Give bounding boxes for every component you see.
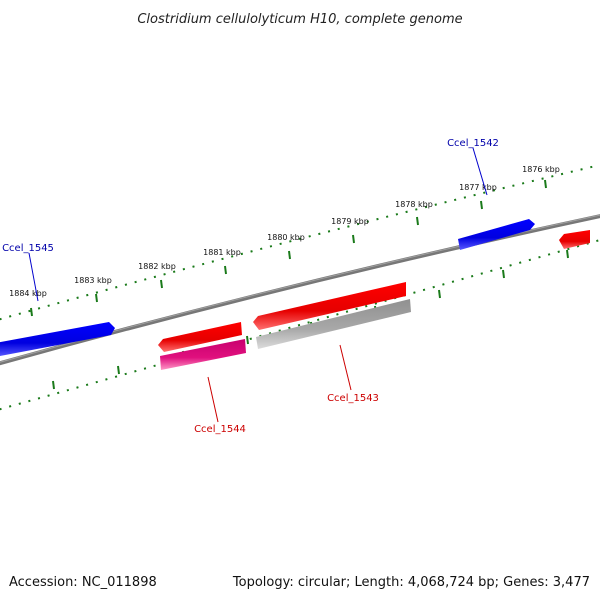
tick-label: 1878 kbp [395, 200, 433, 209]
genome-backbone [0, 214, 600, 366]
tick-label: 1877 kbp [459, 183, 497, 192]
tick-label: 1881 kbp [203, 248, 241, 257]
outer-major-ticks [30, 179, 547, 317]
accession-text: Accession: NC_011898 [9, 575, 157, 590]
gene-ccel-1544-feature[interactable] [160, 339, 246, 370]
gene-ccel-1544[interactable] [158, 322, 242, 352]
gene-ccel-1542[interactable] [458, 219, 535, 250]
leader-line-ccel-1544 [207, 376, 219, 423]
tick-label: 1882 kbp [138, 262, 176, 271]
outer-scale-dots [0, 164, 600, 321]
tick-label: 1883 kbp [74, 276, 112, 285]
tick-label: 1884 kbp [9, 289, 47, 298]
gene-label-ccel-1544: Ccel_1544 [194, 424, 246, 435]
map-title: Clostridium cellulolyticum H10, complete… [137, 12, 462, 27]
scale-tick-labels: 1876 kbp 1877 kbp 1878 kbp 1879 kbp 1880… [9, 165, 560, 298]
leader-line-ccel-1543 [339, 344, 352, 391]
tick-label: 1880 kbp [267, 233, 305, 242]
gene-feature-right-edge[interactable] [559, 230, 590, 249]
gene-label-ccel-1542: Ccel_1542 [447, 138, 499, 149]
tick-label: 1876 kbp [522, 165, 560, 174]
gene-ccel-1543-feature[interactable] [256, 299, 411, 349]
leader-line-ccel-1545 [28, 252, 39, 302]
gene-ccel-1545[interactable] [0, 322, 115, 357]
tick-label: 1879 kbp [331, 217, 369, 226]
genome-summary-text: Topology: circular; Length: 4,068,724 bp… [232, 575, 590, 590]
gene-label-ccel-1543: Ccel_1543 [327, 393, 379, 404]
gene-label-ccel-1545: Ccel_1545 [2, 243, 54, 254]
leader-line-ccel-1542 [472, 147, 488, 196]
gene-ccel-1543[interactable] [253, 282, 406, 330]
